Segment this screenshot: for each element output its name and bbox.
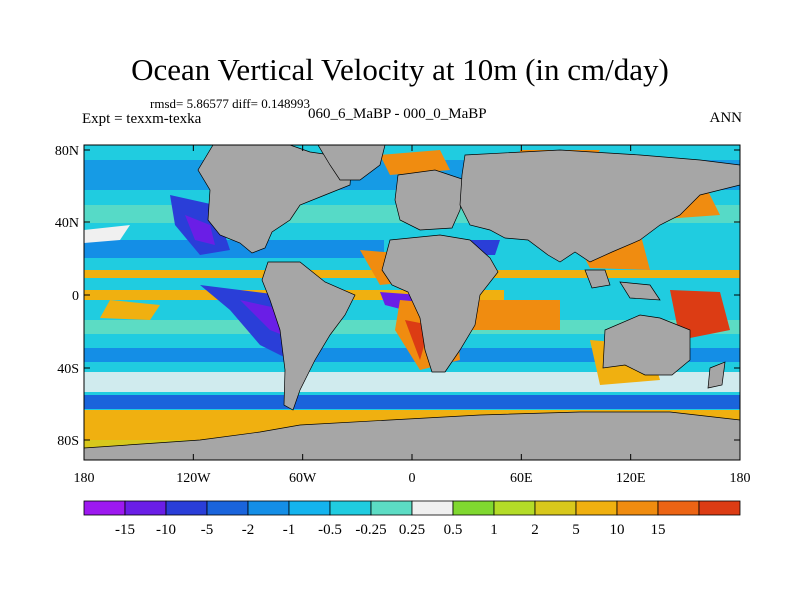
case-label: 060_6_MaBP - 000_0_MaBP: [308, 106, 487, 122]
colorbar-swatch: [493, 500, 536, 516]
lon-tick-label: 180: [730, 471, 751, 486]
experiment-label: Expt = texxm-texka: [82, 111, 202, 127]
colorbar-swatch: [206, 500, 249, 516]
rmsd-diff-stats: rmsd= 5.86577 diff= 0.148993: [150, 96, 310, 111]
longitude-axis: 180 120W 60W 0 60E 120E 180: [74, 145, 751, 486]
colorbar-label: -2: [242, 522, 255, 538]
map-title: Ocean Vertical Velocity at 10m (in cm/da…: [131, 52, 669, 87]
lat-tick-label: 40N: [55, 216, 79, 231]
colorbar-swatch: [83, 500, 126, 516]
colorbar-swatch: [247, 500, 290, 516]
colorbar-swatch: [452, 500, 495, 516]
season-label: ANN: [709, 110, 743, 126]
colorbar-swatch: [288, 500, 331, 516]
latitude-axis: 80N 40N 0 40S 80S: [55, 144, 740, 449]
colorbar-label: 5: [572, 522, 580, 538]
colorbar-swatch: [534, 500, 577, 516]
colorbar-swatch: [165, 500, 208, 516]
lat-tick-label: 80S: [57, 434, 79, 449]
colorbar-label: 15: [651, 522, 666, 538]
lon-tick-label: 60E: [510, 471, 533, 486]
lat-tick-label: 80N: [55, 144, 79, 159]
colorbar-label: -0.5: [318, 522, 342, 538]
colorbar-swatch: [698, 500, 741, 516]
lat-tick-label: 40S: [57, 362, 79, 377]
map-field: [84, 145, 740, 460]
colorbar-label: -10: [156, 522, 176, 538]
colorbar-label: 10: [610, 522, 625, 538]
lon-tick-label: 120E: [616, 471, 646, 486]
colorbar-swatch: [657, 500, 700, 516]
colorbar-swatch: [370, 500, 413, 516]
colorbar-label: -5: [201, 522, 214, 538]
colorbar-label: -0.25: [355, 522, 386, 538]
colorbar: [83, 500, 741, 516]
colorbar-label: 0.5: [444, 522, 463, 538]
colorbar-labels: -15 -10 -5 -2 -1 -0.5 -0.25 0.25 0.5 1 2 5 10 15: [115, 522, 666, 538]
colorbar-swatch: [411, 500, 454, 516]
lon-tick-label: 180: [74, 471, 95, 486]
colorbar-label: 0.25: [399, 522, 425, 538]
colorbar-swatch: [329, 500, 372, 516]
colorbar-swatch: [616, 500, 659, 516]
colorbar-swatch: [575, 500, 618, 516]
lon-tick-label: 120W: [176, 471, 211, 486]
lat-tick-label: 0: [72, 289, 79, 304]
colorbar-label: 2: [531, 522, 539, 538]
colorbar-label: 1: [490, 522, 498, 538]
lon-tick-label: 0: [409, 471, 416, 486]
colorbar-label: -1: [283, 522, 296, 538]
colorbar-label: -15: [115, 522, 135, 538]
colorbar-swatch: [124, 500, 167, 516]
lon-tick-label: 60W: [289, 471, 317, 486]
